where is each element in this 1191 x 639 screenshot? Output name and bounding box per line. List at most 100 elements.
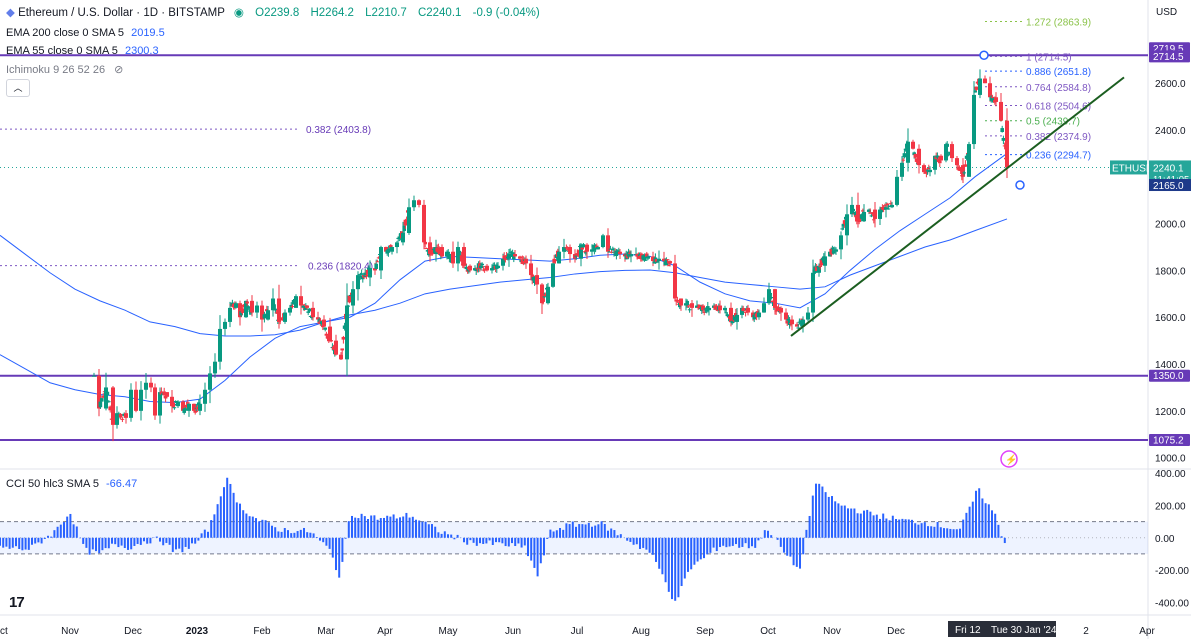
candle-body — [162, 391, 166, 396]
candle-body — [464, 266, 469, 270]
candle-body — [304, 306, 308, 310]
candle-body — [346, 305, 350, 307]
candle-body — [543, 294, 548, 297]
candle-body — [283, 312, 287, 322]
currency-label[interactable]: USD — [1156, 7, 1178, 18]
candle-body — [329, 340, 333, 342]
collapse-legend-button[interactable]: ︿ — [6, 79, 30, 97]
candle-body — [331, 346, 336, 350]
candle-body — [428, 242, 432, 255]
candle-body — [914, 158, 919, 162]
candle-body — [546, 286, 550, 304]
candle-body — [507, 254, 511, 259]
time-tick-label: Apr — [1139, 626, 1155, 637]
candle-body — [841, 223, 846, 227]
candle-body — [830, 248, 835, 250]
candle-body — [159, 391, 164, 395]
cci-tick-label: 0.00 — [1155, 534, 1175, 545]
fib-recent-label: 0.236 (2294.7) — [1026, 151, 1091, 162]
candle-body — [665, 259, 670, 261]
candle-body — [340, 348, 344, 351]
tradingview-logo[interactable]: 17 — [9, 594, 25, 611]
candle-body — [193, 410, 197, 413]
price-tick-label: 2600.0 — [1155, 79, 1186, 90]
candle-body — [735, 314, 739, 322]
level-label: 2714.5 — [1153, 52, 1184, 63]
candle-body — [301, 305, 306, 308]
candle-body — [509, 254, 514, 257]
candle-body — [584, 252, 588, 254]
candle-body — [796, 327, 800, 329]
symbol-tag — [1110, 160, 1147, 175]
candle-body — [163, 396, 168, 399]
candle-body — [611, 248, 615, 251]
candle-body — [754, 313, 759, 318]
candle-body — [757, 312, 761, 318]
legend-ema200[interactable]: EMA 200 close 0 SMA 5 2019.5 — [6, 27, 165, 39]
candle-body — [935, 155, 940, 158]
fib-recent-label: 0.382 (2374.9) — [1026, 132, 1091, 143]
candle-body — [615, 250, 620, 253]
candle-body — [564, 247, 569, 249]
candle-body — [203, 389, 207, 404]
candle-body — [873, 209, 877, 219]
time-tick-label: 2 — [1083, 626, 1089, 637]
candle-body — [906, 141, 910, 163]
candle-body — [288, 307, 292, 313]
candle-body — [978, 78, 982, 95]
candle-body — [265, 309, 269, 312]
candle-body — [272, 304, 276, 306]
candle-body — [403, 219, 408, 226]
candle-body — [895, 176, 899, 205]
candle-body — [785, 321, 789, 324]
eye-hidden-icon[interactable]: ⊘ — [114, 64, 124, 76]
fib-major-label: 0.236 (1820.4) — [308, 262, 373, 273]
candle-body — [384, 247, 388, 252]
chevron-up-icon: ︿ — [13, 83, 23, 93]
candle-body — [306, 311, 310, 313]
candle-body — [198, 403, 202, 411]
candle-body — [115, 413, 119, 425]
candle-body — [508, 251, 512, 253]
candle-body — [601, 235, 605, 248]
legend-cci[interactable]: CCI 50 hlc3 SMA 5 -66.47 — [6, 478, 137, 490]
candle-body — [379, 247, 383, 271]
candle-body — [673, 263, 677, 299]
candle-body — [629, 254, 633, 257]
legend-ichimoku[interactable]: Ichimoku 9 26 52 26 ⊘ — [6, 63, 123, 76]
candle-body — [512, 255, 516, 260]
candle-body — [889, 203, 893, 205]
candle-body — [412, 200, 416, 208]
candle-body — [535, 275, 539, 285]
candle-body — [280, 317, 285, 319]
candle-body — [967, 144, 971, 177]
candle-body — [475, 267, 480, 270]
candle-body — [307, 308, 312, 312]
candle-body — [364, 275, 369, 277]
candle-body — [927, 167, 931, 169]
fib-recent-label: 1 (2714.5) — [1026, 52, 1072, 63]
candle-body — [290, 306, 295, 308]
candle-body — [762, 303, 766, 313]
candle-body — [701, 305, 705, 311]
trendline[interactable]: ⚡ — [790, 50, 1125, 468]
legend-ema55[interactable]: EMA 55 close 0 SMA 5 2300.3 — [6, 45, 159, 57]
candle-body — [186, 402, 190, 404]
candle-body — [425, 250, 430, 252]
candle-body — [319, 321, 324, 325]
candle-body — [328, 326, 332, 341]
candle-body — [817, 265, 821, 273]
ema200-line — [0, 218, 1008, 337]
candle-body — [707, 307, 711, 311]
candle-body — [427, 253, 431, 256]
candle-body — [129, 389, 133, 418]
candle-body — [342, 325, 347, 329]
price-tick-label: 1800.0 — [1155, 266, 1186, 277]
cci-tick-label: -400.00 — [1155, 598, 1189, 609]
candle-body — [100, 398, 104, 402]
candle-body — [773, 289, 777, 308]
candle-body — [195, 407, 200, 410]
symbol-header[interactable]: ◆ Ethereum / U.S. Dollar · 1D · BITSTAMP… — [6, 5, 540, 19]
candle-body — [197, 402, 201, 406]
